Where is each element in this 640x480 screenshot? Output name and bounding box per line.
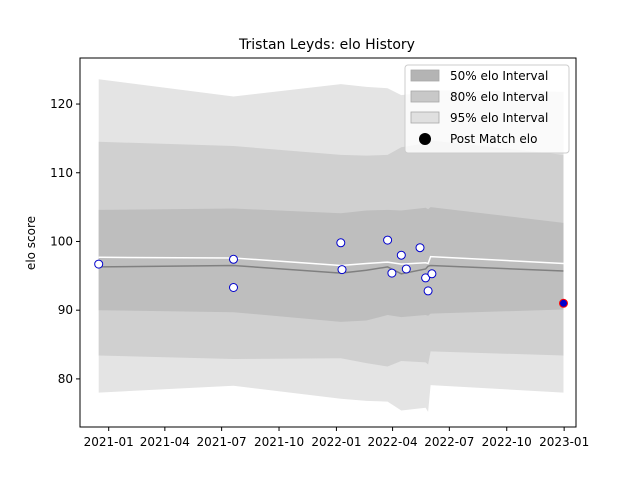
x-tick-label: 2022-04: [368, 435, 418, 449]
y-tick-label: 100: [50, 234, 73, 248]
post-match-point: [94, 259, 104, 269]
y-tick-label: 90: [58, 303, 73, 317]
post-match-point: [401, 264, 411, 274]
post-match-point: [423, 286, 433, 296]
legend-box: [404, 64, 570, 154]
chart-title: Tristan Leyds: elo History: [238, 37, 415, 53]
y-axis-label: elo score: [24, 216, 38, 270]
post-match-point: [336, 238, 346, 248]
legend-label-50: 50% elo Interval: [450, 69, 548, 83]
post-match-point: [229, 283, 238, 292]
post-match-point: [387, 268, 397, 278]
x-tick-label: 2021-10: [254, 435, 304, 449]
legend-label-80: 80% elo Interval: [450, 90, 548, 104]
post-match-point: [383, 235, 393, 245]
x-axis: 2021-01 2021-04 2021-07 2021-10 2022-01 2022-…: [84, 427, 589, 449]
legend-swatch-80: [410, 90, 440, 103]
y-axis: 80 90 100 110 120: [50, 97, 80, 386]
x-tick-label: 2021-04: [140, 435, 190, 449]
legend-label-95: 95% elo Interval: [450, 111, 548, 125]
post-match-point: [229, 254, 238, 264]
legend-marker-post-match: [419, 133, 431, 145]
final-match-point: [559, 298, 568, 308]
y-tick-label: 110: [50, 166, 73, 180]
post-match-points: [94, 235, 568, 308]
x-tick-label: 2022-01: [311, 435, 361, 449]
y-tick-label: 80: [58, 372, 73, 386]
x-tick-label: 2022-10: [482, 435, 532, 449]
x-tick-label: 2022-07: [424, 435, 474, 449]
x-tick-label: 2021-01: [84, 435, 134, 449]
x-tick-label: 2021-07: [197, 435, 247, 449]
y-tick-label: 120: [50, 97, 73, 111]
legend: 50% elo Interval 80% elo Interval 95% el…: [404, 64, 570, 154]
legend-swatch-95: [410, 111, 440, 124]
legend-label-post-match: Post Match elo: [450, 132, 537, 146]
plot-frame: [79, 57, 577, 428]
upper-elo-line: [98, 255, 564, 267]
post-match-point: [396, 250, 406, 260]
post-match-point: [427, 269, 437, 279]
legend-swatch-50: [410, 69, 440, 82]
x-tick-label: 2023-01: [539, 435, 589, 449]
post-match-point: [415, 243, 425, 253]
post-match-point: [421, 273, 431, 283]
post-match-point: [337, 265, 347, 275]
plot-area: [94, 79, 568, 412]
